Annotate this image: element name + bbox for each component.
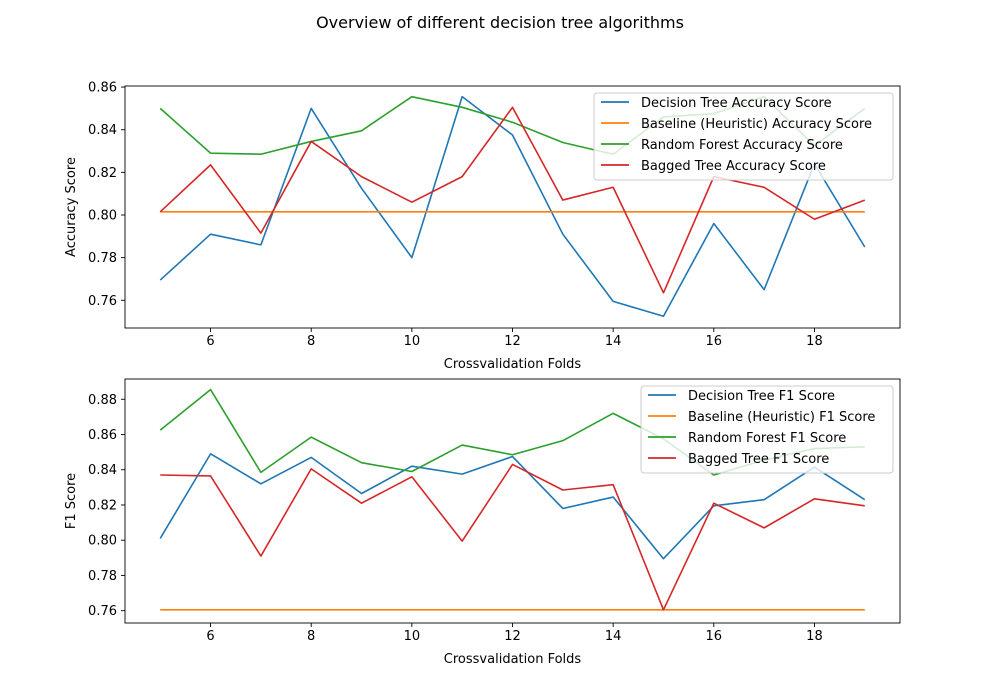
y-tick-label: 0.82 xyxy=(88,498,117,513)
series-line-decision-tree-accuracy-score xyxy=(159,95,866,318)
legend-label-decision-tree-accuracy-score: Decision Tree Accuracy Score xyxy=(641,96,832,111)
legend-box xyxy=(640,385,894,474)
y-tick-label: 0.80 xyxy=(88,208,117,223)
y-axis-label: F1 Score xyxy=(64,473,79,529)
f1-chart: 6 8 10 12 14 16 18 0.76 0.78 0.80 0.82 0.84 0.86 0.88… xyxy=(64,378,901,667)
series-line-bagged-tree-accuracy-score xyxy=(159,106,866,294)
x-tick-label: 12 xyxy=(504,334,521,349)
x-tick-label: 6 xyxy=(206,334,214,349)
accuracy-chart: 6 8 10 12 14 16 18 0.76 0.78 0.80 0.82 0.84 0.86 Cros… xyxy=(64,81,901,372)
legend-box xyxy=(593,92,894,181)
y-tick-label: 0.86 xyxy=(88,81,117,96)
legend-label-random-forest-accuracy-score: Random Forest Accuracy Score xyxy=(641,138,843,153)
x-tick-label: 8 xyxy=(307,629,315,644)
legend-label-baseline-heuristic-f1-score: Baseline (Heuristic) F1 Score xyxy=(688,410,875,425)
y-tick-label: 0.82 xyxy=(88,166,117,181)
x-tick-label: 10 xyxy=(404,334,421,349)
legend: Decision Tree Accuracy Score Baseline (He… xyxy=(593,92,894,181)
y-tick-label: 0.76 xyxy=(88,294,117,309)
x-tick-label: 12 xyxy=(504,629,521,644)
x-tick-label: 6 xyxy=(206,629,214,644)
x-tick-label: 8 xyxy=(307,334,315,349)
x-tick-label: 16 xyxy=(706,334,723,349)
y-axis-label: Accuracy Score xyxy=(64,157,79,257)
series-line-decision-tree-f1-score xyxy=(159,453,866,560)
x-axis-label: Crossvalidation Folds xyxy=(444,652,582,667)
legend-label-bagged-tree-accuracy-score: Bagged Tree Accuracy Score xyxy=(641,159,826,174)
figure-title: Overview of different decision tree algo… xyxy=(316,13,684,32)
x-tick-label: 14 xyxy=(605,629,622,644)
y-tick-label: 0.86 xyxy=(88,428,117,443)
legend-label-random-forest-f1-score: Random Forest F1 Score xyxy=(688,431,846,446)
x-tick-label: 18 xyxy=(806,334,823,349)
y-tick-label: 0.88 xyxy=(88,393,117,408)
x-tick-label: 18 xyxy=(806,629,823,644)
x-axis-label: Crossvalidation Folds xyxy=(444,357,582,372)
x-tick-label: 16 xyxy=(706,629,723,644)
legend-label-baseline-heuristic-accuracy-score: Baseline (Heuristic) Accuracy Score xyxy=(641,117,872,132)
legend-label-decision-tree-f1-score: Decision Tree F1 Score xyxy=(688,389,835,404)
y-tick-label: 0.84 xyxy=(88,123,117,138)
y-tick-label: 0.80 xyxy=(88,534,117,549)
x-tick-label: 10 xyxy=(404,629,421,644)
series-line-bagged-tree-f1-score xyxy=(160,463,865,611)
legend-label-bagged-tree-f1-score: Bagged Tree F1 Score xyxy=(688,452,829,467)
y-tick-label: 0.78 xyxy=(88,569,117,584)
y-tick-label: 0.84 xyxy=(88,463,117,478)
x-tick-label: 14 xyxy=(605,334,622,349)
legend: Decision Tree F1 Score Baseline (Heuristi… xyxy=(640,385,894,474)
y-tick-label: 0.76 xyxy=(88,604,117,619)
y-tick-label: 0.78 xyxy=(88,251,117,266)
